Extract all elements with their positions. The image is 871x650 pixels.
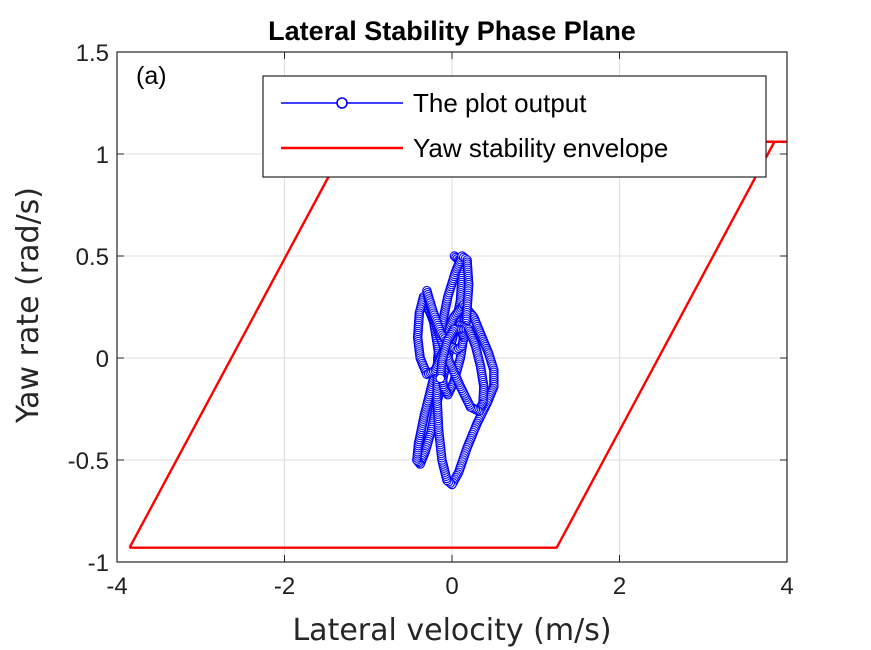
y-tick-label: 0 — [96, 346, 109, 373]
legend-marker-plot-output — [336, 97, 348, 109]
y-tick-label: -1 — [88, 550, 109, 577]
series-markers-plot-output — [412, 251, 499, 490]
legend: The plot output Yaw stability envelope — [262, 75, 767, 178]
y-tick-label: 0.5 — [76, 244, 109, 271]
panel-label: (a) — [136, 62, 167, 90]
x-tick-label: -4 — [106, 573, 127, 600]
chart-title: Lateral Stability Phase Plane — [268, 16, 636, 46]
y-tick-label: 1.5 — [76, 40, 109, 67]
x-tick-label: 4 — [780, 573, 793, 600]
x-tick-label: 0 — [445, 573, 458, 600]
legend-box — [262, 75, 767, 178]
x-tick-label: 2 — [613, 573, 626, 600]
y-tick-label: -0.5 — [68, 448, 109, 475]
x-tick-label: -2 — [274, 573, 295, 600]
legend-label-plot-output: The plot output — [413, 88, 587, 118]
series-line-stability-envelope — [128, 140, 787, 549]
data-point — [435, 373, 446, 384]
axis-ticks: -4 -2 0 2 4 -1 -0.5 0 0.5 1 1.5 — [68, 40, 794, 600]
plot-area — [128, 140, 787, 549]
y-axis-label: Yaw rate (rad/s) — [11, 187, 46, 424]
y-tick-label: 1 — [96, 142, 109, 169]
x-axis-label: Lateral velocity (m/s) — [292, 613, 611, 648]
legend-label-stability-envelope: Yaw stability envelope — [413, 133, 668, 163]
